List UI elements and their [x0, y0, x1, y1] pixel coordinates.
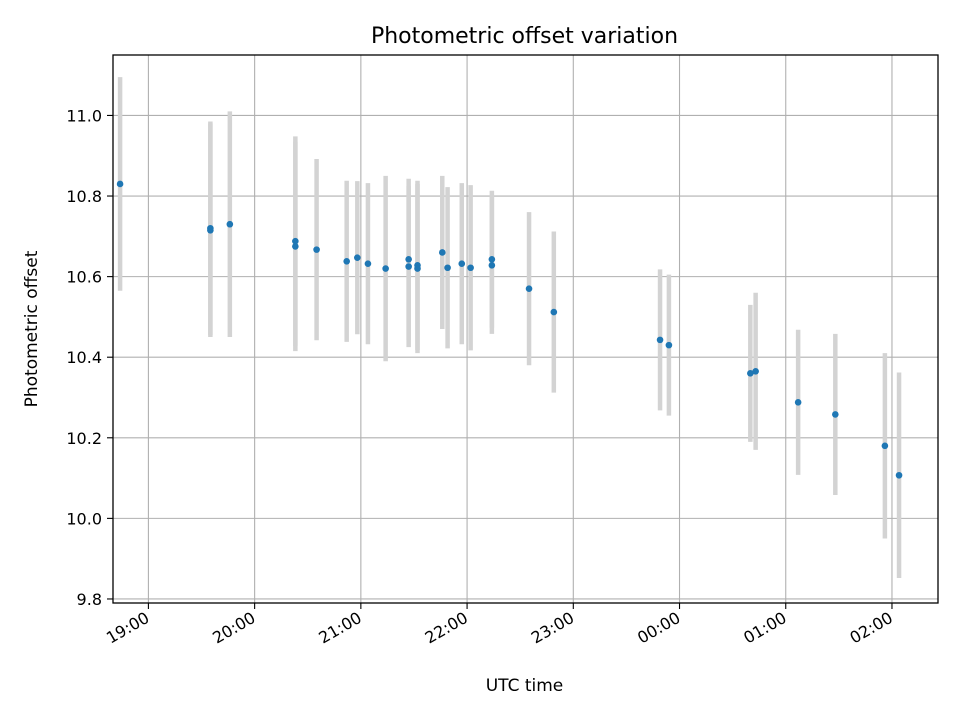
data-point — [405, 255, 412, 263]
data-point — [881, 442, 889, 450]
data-point — [444, 264, 451, 272]
y-tick-label: 11.0 — [66, 106, 102, 125]
data-point — [550, 308, 558, 316]
x-tick-label: 20:00 — [209, 608, 258, 648]
data-point — [525, 285, 533, 293]
x-tick-label: 00:00 — [634, 608, 683, 648]
data-point — [794, 399, 802, 406]
y-tick-label: 10.0 — [66, 509, 102, 528]
y-axis: 9.8 10.0 10.2 10.4 10.6 10.8 11.0 — [66, 106, 113, 609]
data-point — [656, 336, 664, 344]
data-point — [458, 260, 466, 268]
y-tick-label: 10.2 — [66, 429, 102, 448]
y-tick-label: 10.8 — [66, 187, 102, 206]
data-point — [405, 263, 412, 270]
x-axis: 19:00 20:00 21:00 22:00 23:00 00:00 01:00 02:00 — [103, 603, 896, 648]
y-tick-label: 10.4 — [66, 348, 102, 367]
errorbars — [117, 77, 902, 579]
data-point — [488, 255, 496, 263]
data-point — [488, 262, 496, 269]
data-point — [116, 180, 124, 188]
y-axis-label: Photometric offset — [22, 250, 42, 407]
grid — [113, 55, 938, 603]
data-point — [343, 258, 350, 265]
data-point — [382, 265, 389, 272]
data-point — [747, 370, 754, 377]
x-axis-label: UTC time — [486, 676, 564, 696]
data-point — [665, 341, 673, 349]
x-tick-label: 02:00 — [847, 608, 896, 648]
data-point — [467, 264, 474, 272]
data-point — [354, 254, 361, 261]
data-point — [895, 471, 903, 479]
data-point — [292, 243, 299, 250]
data-point — [414, 265, 421, 272]
x-tick-label: 01:00 — [740, 608, 789, 648]
x-tick-label: 21:00 — [315, 608, 364, 648]
data-point — [226, 220, 234, 228]
data-point — [207, 224, 214, 232]
x-tick-label: 22:00 — [422, 608, 471, 648]
chart-title: Photometric offset variation — [371, 24, 678, 49]
y-tick-label: 10.6 — [66, 268, 102, 287]
data-point — [438, 249, 446, 256]
data-point — [752, 368, 759, 375]
data-point — [292, 237, 299, 245]
data-points — [116, 180, 903, 479]
x-tick-label: 19:00 — [103, 608, 152, 648]
data-point — [313, 246, 320, 253]
data-point — [832, 411, 839, 418]
data-point — [364, 260, 372, 268]
y-tick-label: 9.8 — [77, 590, 102, 609]
plot-area — [112, 54, 939, 604]
x-tick-label: 23:00 — [528, 608, 577, 648]
